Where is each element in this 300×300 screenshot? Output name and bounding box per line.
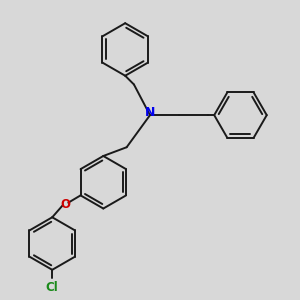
Text: Cl: Cl <box>46 281 58 295</box>
Text: N: N <box>145 106 155 119</box>
Text: O: O <box>60 198 70 211</box>
